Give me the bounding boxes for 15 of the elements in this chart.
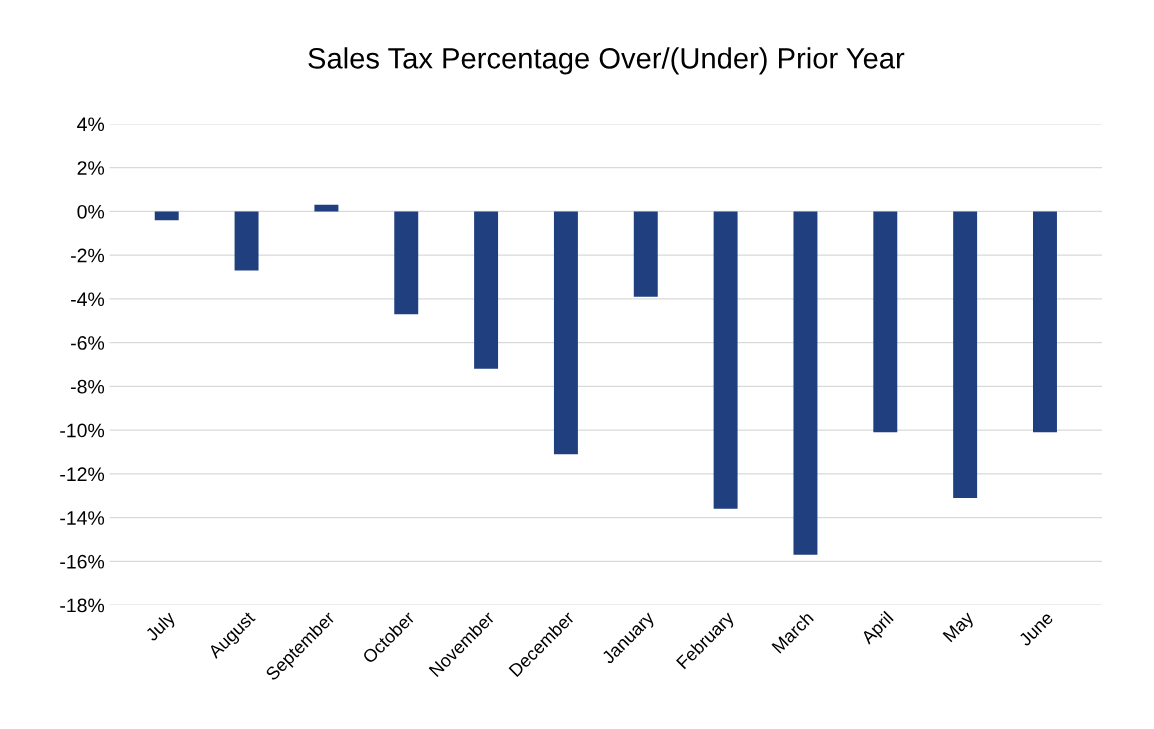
y-tick-label: -14% <box>60 511 105 525</box>
y-tick-label: -16% <box>60 554 105 569</box>
y-tick-label: -4% <box>71 292 105 307</box>
y-tick-label: 0% <box>77 204 105 219</box>
y-tick-label: -8% <box>71 379 105 394</box>
x-tick-label: May <box>942 610 978 645</box>
y-tick-label: 4% <box>77 117 105 132</box>
y-tick-label: -2% <box>71 248 105 263</box>
y-tick-label: -10% <box>60 423 105 438</box>
chart-title: Sales Tax Percentage Over/(Under) Prior Year <box>308 47 905 75</box>
y-tick-label: -12% <box>60 467 105 482</box>
y-tick-label: -6% <box>71 336 105 350</box>
y-tick-label: -18% <box>60 598 105 613</box>
y-tick-label: 2% <box>77 161 105 175</box>
x-tick-label: July <box>144 609 179 645</box>
